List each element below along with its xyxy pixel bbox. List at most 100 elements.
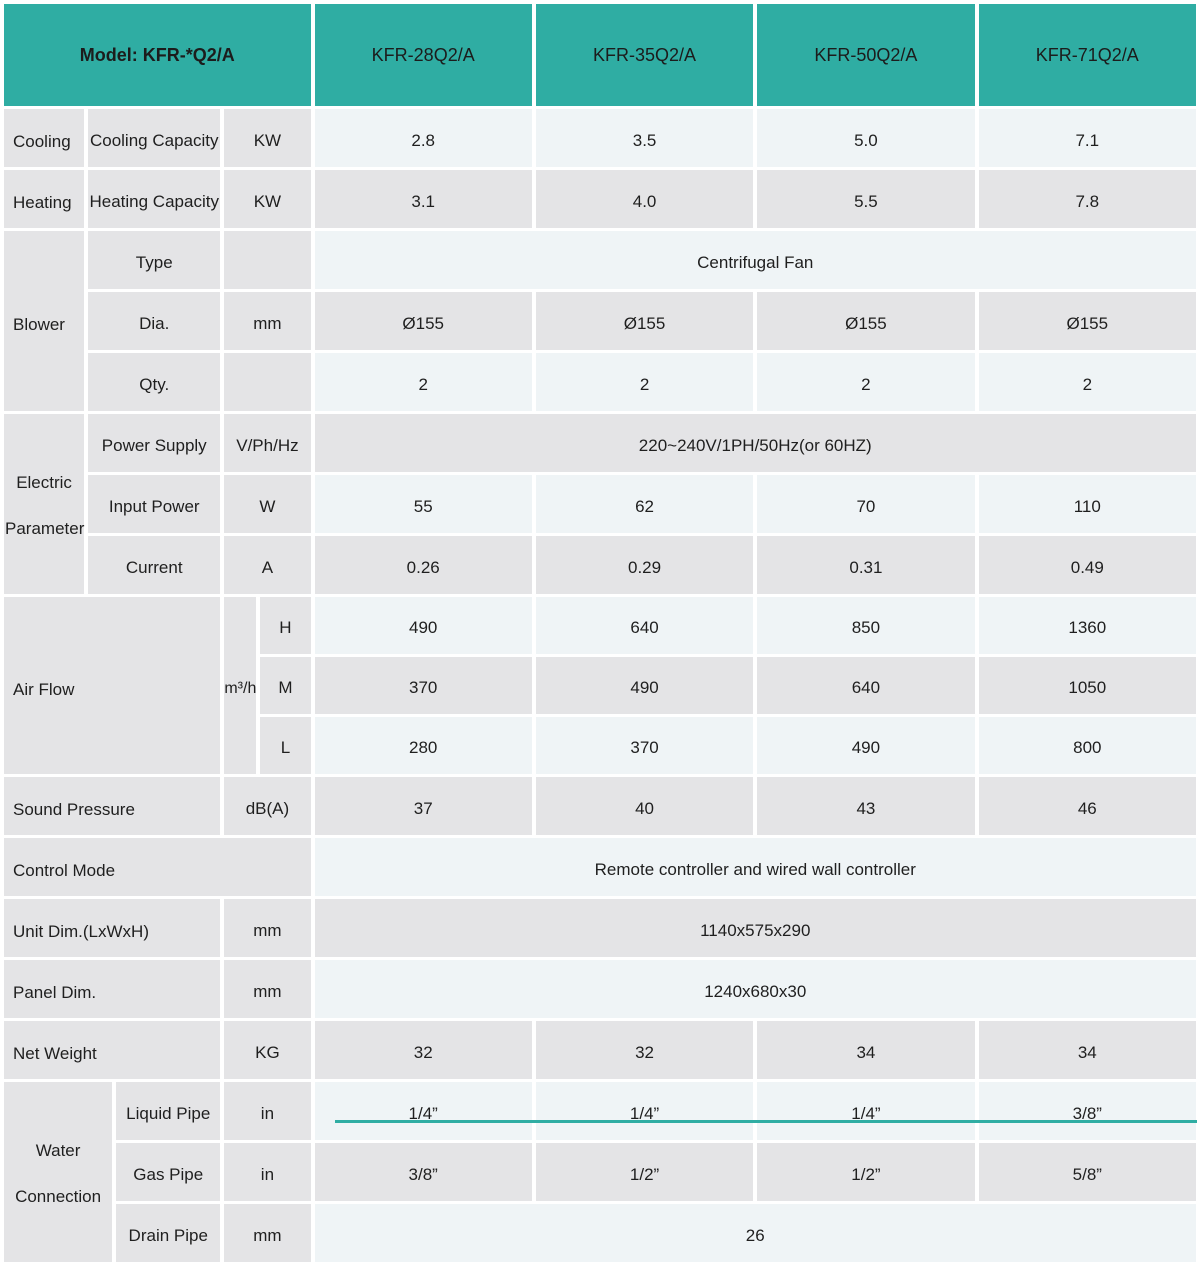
value-cell: 2 <box>757 353 975 411</box>
row-label: Input Power <box>88 475 221 533</box>
value-cell-span: Centrifugal Fan <box>314 231 1196 289</box>
group-label: Electric Parameter <box>4 414 84 594</box>
row-airflow-m: M 370 490 640 1050 <box>4 657 1196 714</box>
value-cell: 5.0 <box>757 109 975 167</box>
column-header: KFR-28Q2/A <box>314 4 532 106</box>
value-cell: 2 <box>978 353 1196 411</box>
row-blower-type: Blower Type Centrifugal Fan <box>4 231 1196 411</box>
value-cell: 490 <box>535 657 754 714</box>
unit-cell: mm <box>224 292 311 350</box>
value-cell: 2.8 <box>314 109 532 167</box>
value-cell: 7.1 <box>978 109 1196 167</box>
value-cell: 280 <box>314 717 532 774</box>
value-cell: 1/2” <box>757 1143 975 1201</box>
row-label: Gas Pipe <box>116 1143 221 1201</box>
value-cell-span: 1140x575x290 <box>314 899 1196 957</box>
unit-cell: KW <box>224 170 311 228</box>
group-label: Unit Dim.(LxWxH) <box>4 899 221 957</box>
column-header: KFR-50Q2/A <box>757 4 975 106</box>
value-cell-span: 220~240V/1PH/50Hz(or 60HZ) <box>314 414 1196 472</box>
row-blower-qty: Qty. 2 2 2 2 <box>4 353 1196 411</box>
value-cell: 3/8” <box>314 1143 532 1201</box>
value-cell: 40 <box>535 777 754 835</box>
row-net-weight: Net Weight KG 32 32 34 34 <box>4 1021 1196 1079</box>
next-table-header-edge <box>335 1120 1197 1123</box>
row-label: Qty. <box>88 353 221 411</box>
row-unit-dim: Unit Dim.(LxWxH) mm 1140x575x290 <box>4 899 1196 957</box>
group-label: Blower <box>4 231 85 411</box>
value-cell: Ø155 <box>757 292 975 350</box>
group-label: Control Mode <box>4 838 311 896</box>
unit-cell: in <box>224 1143 311 1201</box>
value-cell: 490 <box>757 717 975 774</box>
value-cell: 32 <box>314 1021 532 1079</box>
row-drain-pipe: Drain Pipe mm 26 <box>4 1204 1196 1262</box>
value-cell: 490 <box>314 597 532 654</box>
header-row: Model: KFR-*Q2/A KFR-28Q2/A KFR-35Q2/A K… <box>4 4 1196 106</box>
row-label: L <box>260 717 311 774</box>
unit-cell: mm <box>224 1204 311 1262</box>
row-current: Current A 0.26 0.29 0.31 0.49 <box>4 536 1196 594</box>
unit-cell: A <box>224 536 311 594</box>
value-cell: 32 <box>535 1021 754 1079</box>
value-cell: 370 <box>314 657 532 714</box>
row-heating: Heating Heating Capacity KW 3.1 4.0 5.5 … <box>4 170 1196 228</box>
value-cell: 7.8 <box>978 170 1196 228</box>
row-liquid-pipe: Water Connection Liquid Pipe in 1/4” 1/4… <box>4 1082 1196 1262</box>
unit-cell: mm <box>224 899 311 957</box>
value-cell: 640 <box>535 597 754 654</box>
group-label: Net Weight <box>4 1021 221 1079</box>
row-label: Cooling Capacity <box>88 109 221 167</box>
group-label-line: Water <box>35 1140 81 1160</box>
row-airflow-h: Air Flow m³/h H 490 640 850 1360 <box>4 597 1196 774</box>
column-header: KFR-35Q2/A <box>535 4 754 106</box>
unit-cell: mm <box>224 960 311 1018</box>
value-cell: 3.5 <box>535 109 754 167</box>
row-label: Current <box>88 536 221 594</box>
row-label: H <box>260 597 311 654</box>
unit-cell: W <box>224 475 311 533</box>
column-header: KFR-71Q2/A <box>978 4 1196 106</box>
value-cell: 1050 <box>978 657 1196 714</box>
unit-cell: KG <box>224 1021 311 1079</box>
value-cell: 0.49 <box>978 536 1196 594</box>
value-cell: 1/4” <box>757 1082 975 1140</box>
row-label: Power Supply <box>88 414 221 472</box>
group-label: Water Connection <box>4 1082 113 1262</box>
row-label: Drain Pipe <box>116 1204 221 1262</box>
group-label: Air Flow <box>4 597 221 774</box>
value-cell: 37 <box>314 777 532 835</box>
value-cell: 800 <box>978 717 1196 774</box>
value-cell: 5/8” <box>978 1143 1196 1201</box>
group-label: Panel Dim. <box>4 960 221 1018</box>
value-cell: 370 <box>535 717 754 774</box>
model-header-cell: Model: KFR-*Q2/A <box>4 4 311 106</box>
value-cell-span: Remote controller and wired wall control… <box>314 838 1196 896</box>
value-cell: 2 <box>535 353 754 411</box>
value-cell: 0.31 <box>757 536 975 594</box>
group-label-line: Connection <box>15 1186 102 1206</box>
value-cell: 43 <box>757 777 975 835</box>
row-panel-dim: Panel Dim. mm 1240x680x30 <box>4 960 1196 1018</box>
value-cell-span: 1240x680x30 <box>314 960 1196 1018</box>
value-cell: 850 <box>757 597 975 654</box>
row-blower-dia: Dia. mm Ø155 Ø155 Ø155 Ø155 <box>4 292 1196 350</box>
value-cell: 34 <box>757 1021 975 1079</box>
value-cell: 1/4” <box>314 1082 532 1140</box>
unit-cell: in <box>224 1082 311 1140</box>
value-cell: Ø155 <box>535 292 754 350</box>
value-cell: 4.0 <box>535 170 754 228</box>
unit-cell: dB(A) <box>224 777 311 835</box>
row-control-mode: Control Mode Remote controller and wired… <box>4 838 1196 896</box>
value-cell: 70 <box>757 475 975 533</box>
unit-cell <box>224 353 311 411</box>
row-input-power: Input Power W 55 62 70 110 <box>4 475 1196 533</box>
group-label: Heating <box>4 170 85 228</box>
group-label: Sound Pressure <box>4 777 221 835</box>
unit-cell: V/Ph/Hz <box>224 414 311 472</box>
value-cell: Ø155 <box>314 292 532 350</box>
row-airflow-l: L 280 370 490 800 <box>4 717 1196 774</box>
value-cell: 46 <box>978 777 1196 835</box>
row-cooling: Cooling Cooling Capacity KW 2.8 3.5 5.0 … <box>4 109 1196 167</box>
